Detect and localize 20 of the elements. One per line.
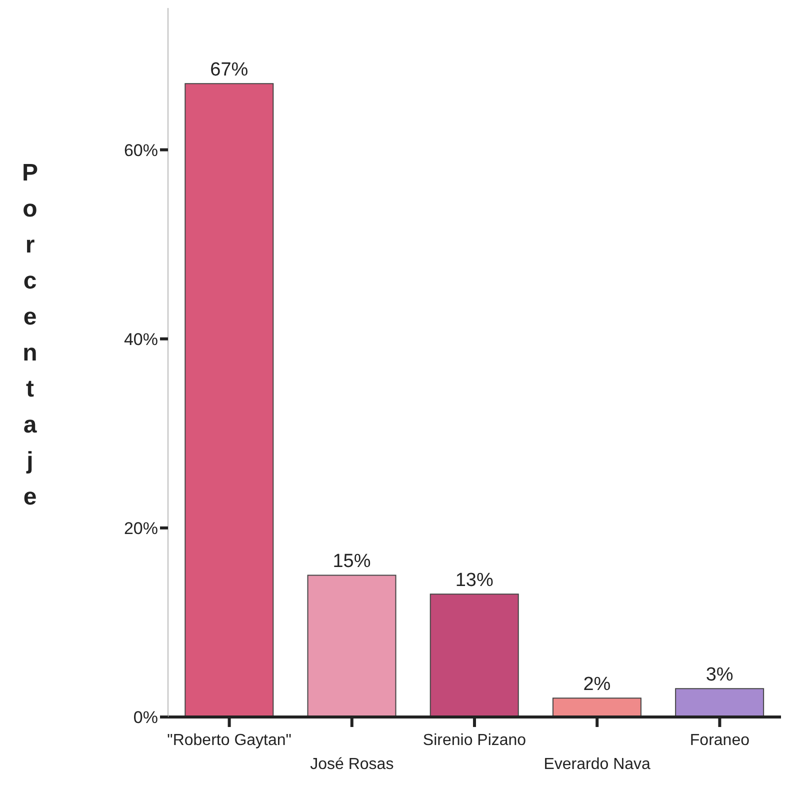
x-tick-label: Everardo Nava (544, 756, 651, 773)
x-tick-label: Foraneo (690, 732, 750, 749)
bar (552, 698, 642, 717)
data-label: 2% (583, 674, 611, 696)
x-tick-label: José Rosas (310, 756, 394, 773)
text: Porcentaje (22, 160, 38, 510)
bar (675, 688, 764, 717)
y-tick-label: 0% (133, 708, 158, 728)
y-tick-label: 40% (124, 330, 158, 349)
bar (307, 574, 396, 717)
y-tick-label: 20% (124, 518, 158, 538)
data-label: 3% (706, 664, 734, 686)
x-tick-label: "Roberto Gaytan" (167, 732, 292, 749)
data-label: 13% (455, 570, 494, 592)
bar (184, 83, 274, 717)
data-label: 67% (210, 60, 248, 81)
x-tick-label: Sirenio Pizano (422, 732, 526, 749)
bar (430, 594, 519, 717)
y-tick-label: 60% (124, 140, 158, 160)
data-label: 15% (332, 551, 371, 572)
